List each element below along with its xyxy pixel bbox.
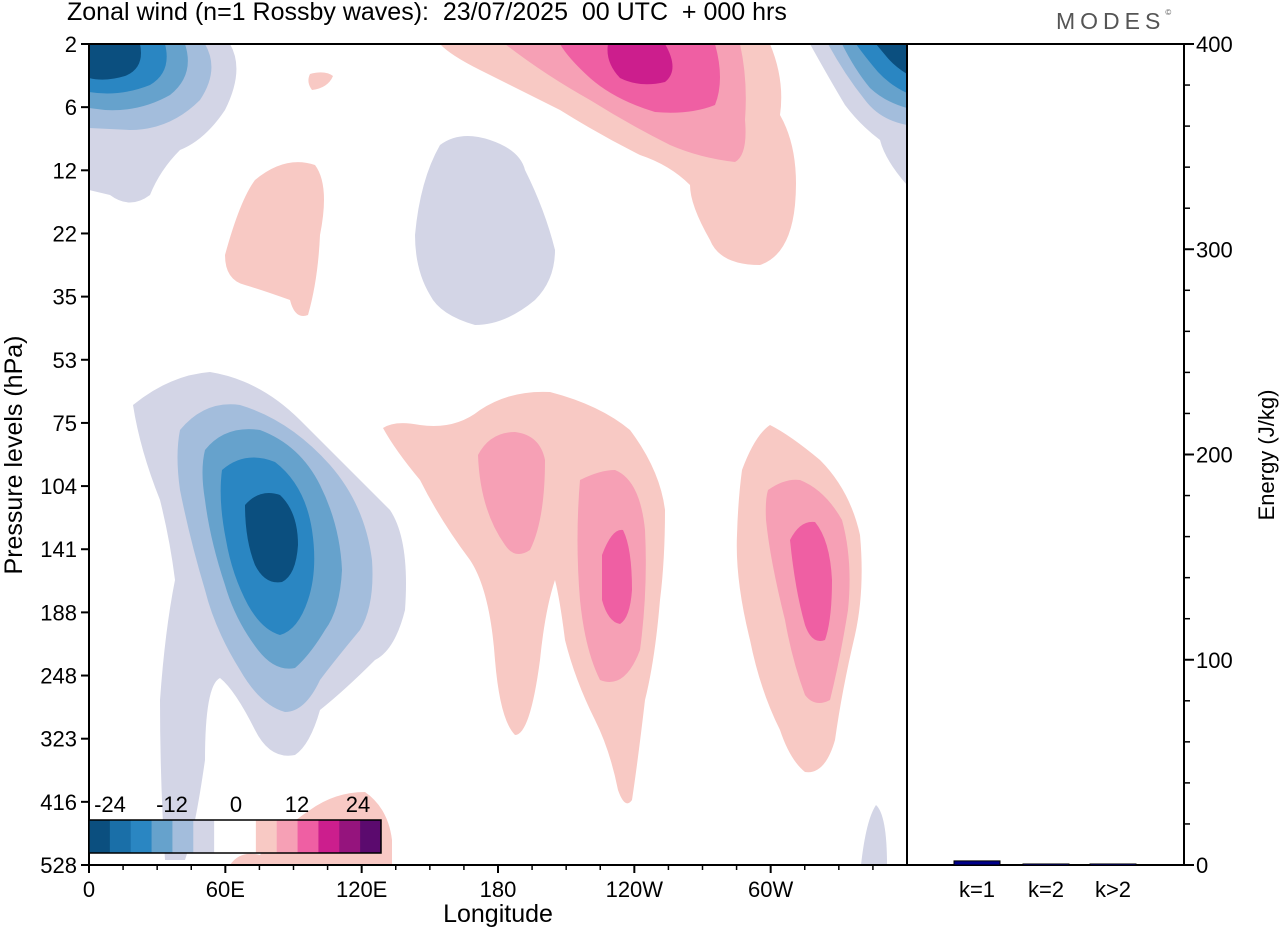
colorbar-swatch <box>130 820 153 853</box>
y-tick-label: 2 <box>65 32 77 57</box>
contour-easterly-patch-22 <box>415 136 555 325</box>
y-tick-label: 22 <box>53 221 77 246</box>
energy-y-axis: 0 100 200 300 400 <box>1184 32 1233 878</box>
y-tick-label: 53 <box>53 348 77 373</box>
heatmap-x-axis: 0 60E 120E 180 120W 60W <box>83 865 874 902</box>
colorbar-swatch <box>339 820 361 853</box>
y-tick-label: 35 <box>53 285 77 310</box>
colorbar-swatch <box>172 820 194 853</box>
contour-upper-westerly <box>440 44 796 265</box>
colorbar-swatch <box>360 820 382 853</box>
y-tick-label: 12 <box>53 158 77 183</box>
heatmap-y-axis: 2 6 12 22 35 53 75 104 141 188 248 323 416 528 <box>40 32 89 878</box>
bar-category-label: k>2 <box>1095 877 1131 902</box>
colorbar-label: 0 <box>230 792 242 817</box>
colorbar-swatch <box>89 820 111 853</box>
colorbar-swatch <box>318 820 340 853</box>
bar-category-label: k=2 <box>1028 877 1064 902</box>
y-tick-label: 188 <box>40 600 77 625</box>
energy-frame <box>906 43 1185 866</box>
energy-panel <box>906 43 1185 866</box>
x-tick-label: 180 <box>480 877 517 902</box>
x-tick-label: 120E <box>336 877 387 902</box>
y-axis-label: Pressure levels (hPa) <box>0 336 28 575</box>
contour-westerly-patch-22 <box>225 162 324 316</box>
colorbar-label: 12 <box>285 792 309 817</box>
contour-small-westerly <box>308 72 333 90</box>
colorbar-swatch <box>193 820 215 853</box>
x-tick-label: 60W <box>748 877 793 902</box>
contour-lower-westerlies <box>230 391 887 865</box>
contour-field <box>89 44 907 865</box>
modes-logo: MODES© <box>1056 8 1172 34</box>
y-tick-label: 141 <box>40 537 77 562</box>
y-tick-label: 75 <box>53 411 77 436</box>
colorbar-swatch <box>214 820 236 853</box>
colorbar-swatch <box>109 820 132 853</box>
colorbar-swatch <box>151 820 173 853</box>
energy-bar <box>953 860 1001 866</box>
contour-upper-right-easterly <box>810 44 907 185</box>
y-tick-label: 6 <box>65 95 77 120</box>
x-tick-label: 120W <box>606 877 664 902</box>
y-tick-label: 528 <box>40 853 77 878</box>
contour-upper-left-easterly <box>89 44 237 203</box>
energy-y-tick-label: 400 <box>1196 32 1233 57</box>
colorbar-swatch <box>255 820 278 853</box>
y-tick-label: 104 <box>40 474 77 499</box>
energy-y-tick-label: 0 <box>1196 853 1208 878</box>
x-tick-label: 60E <box>206 877 245 902</box>
colorbar: -24 -12 0 12 24 <box>88 792 382 854</box>
energy-bar <box>1089 863 1137 866</box>
y-tick-label: 416 <box>40 790 77 815</box>
colorbar-frame <box>88 819 382 854</box>
colorbar-swatch <box>297 820 319 853</box>
x-axis-label: Longitude <box>443 900 553 928</box>
energy-bar <box>1022 863 1070 866</box>
y-tick-label: 248 <box>40 664 77 689</box>
colorbar-label: -24 <box>94 792 126 817</box>
colorbar-label: 24 <box>346 792 370 817</box>
energy-y-tick-label: 300 <box>1196 237 1233 262</box>
energy-y-tick-label: 100 <box>1196 648 1233 673</box>
y-tick-label: 323 <box>40 727 77 752</box>
contour-lower-easterly <box>133 372 406 860</box>
heatmap-panel <box>88 43 908 866</box>
energy-bars: k=1 k=2 k>2 <box>953 860 1137 902</box>
logo-text: MODES <box>1056 8 1166 34</box>
energy-axis-label: Energy (J/kg) <box>1254 390 1279 521</box>
energy-y-tick-label: 200 <box>1196 443 1233 468</box>
bar-category-label: k=1 <box>959 877 995 902</box>
colorbar-swatch <box>276 820 299 853</box>
colorbar-label: -12 <box>156 792 188 817</box>
x-tick-label: 0 <box>83 877 95 902</box>
chart-title: Zonal wind (n=1 Rossby waves): 23/07/202… <box>67 0 787 26</box>
colorbar-swatch <box>235 820 257 853</box>
